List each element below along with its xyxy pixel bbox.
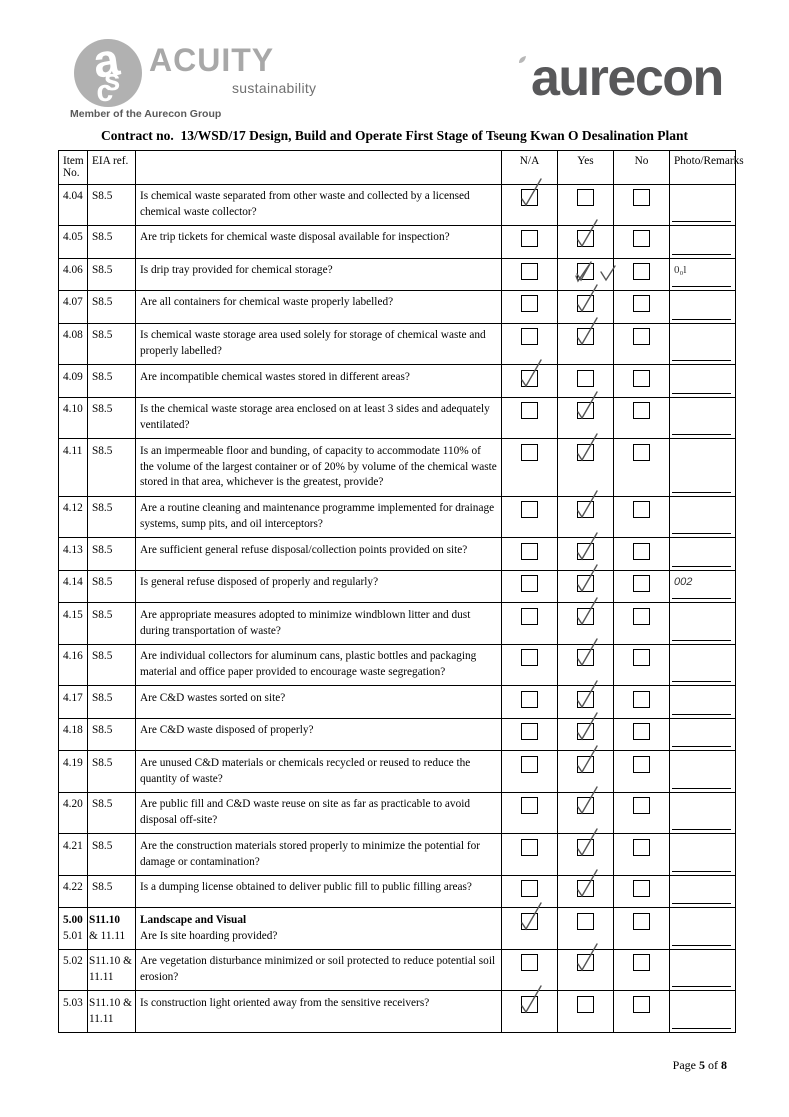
svg-text:c: c <box>95 75 113 108</box>
